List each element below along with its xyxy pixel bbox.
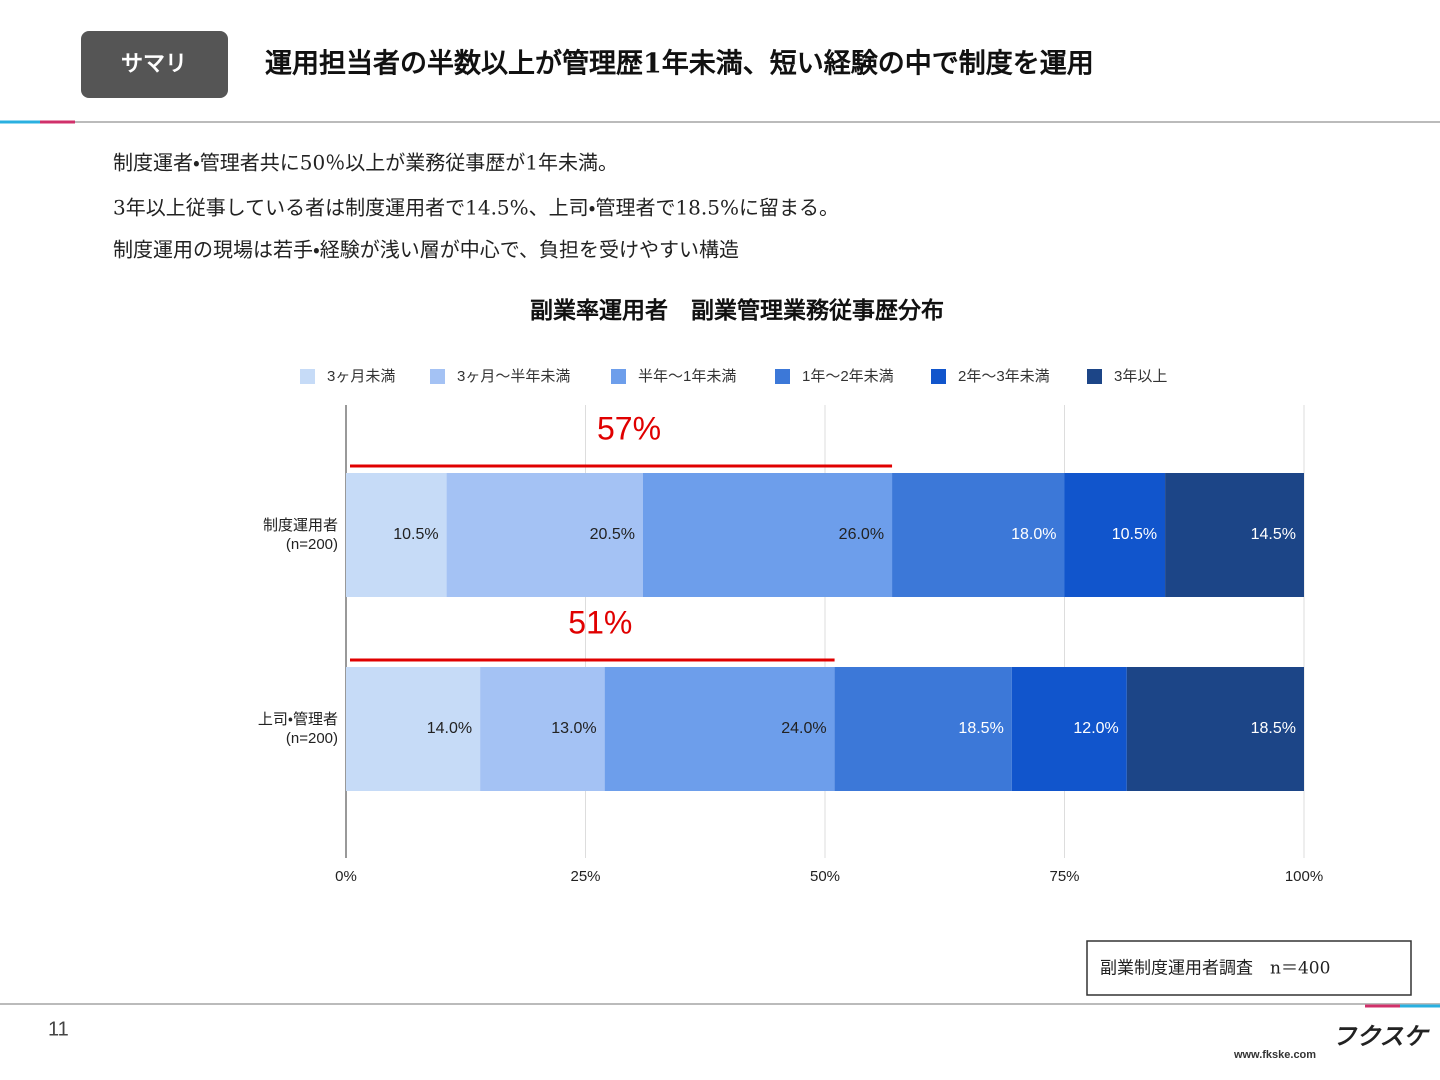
value-label: 18.5%: [958, 720, 1003, 737]
x-tick-label: 50%: [810, 868, 840, 885]
legend-swatch: [775, 369, 790, 384]
bar-segment: [1165, 473, 1304, 597]
legend-label: 半年〜1年未満: [638, 368, 736, 385]
legend-swatch: [1087, 369, 1102, 384]
tag-box: [81, 31, 228, 98]
category-label: 上司・管理者 (n=200): [257, 711, 338, 747]
legend-swatch: [931, 369, 946, 384]
value-label: 12.0%: [1073, 720, 1118, 737]
value-label: 13.0%: [551, 720, 596, 737]
bar-segment: [446, 473, 643, 597]
value-label: 10.5%: [1112, 526, 1157, 543]
bar-segment: [834, 667, 1012, 791]
value-label: 14.5%: [1251, 526, 1296, 543]
bar-segment: [642, 473, 893, 597]
annotation-label: 57%: [597, 410, 661, 446]
bar-segment: [480, 667, 605, 791]
summary-line: 3年以上従事している者は制度運用者で14.5%、上司・管理者で18.5%に留まる…: [113, 196, 839, 220]
legend-label: 3ヶ月未満: [327, 368, 395, 385]
bar-segment: [892, 473, 1065, 597]
legend-swatch: [300, 369, 315, 384]
bar-segment: [1126, 667, 1304, 791]
legend-swatch: [430, 369, 445, 384]
chart-title: 副業率運用者 副業管理業務従事歴分布: [530, 297, 944, 324]
legend-label: 2年〜3年未満: [958, 368, 1050, 385]
summary-line: 制度運者・管理者共に50％以上が業務従事歴が1年未満。: [113, 151, 618, 175]
legend-swatch: [611, 369, 626, 384]
category-label: 制度運用者 (n=200): [262, 517, 338, 553]
x-tick-label: 0%: [335, 868, 357, 885]
value-label: 26.0%: [839, 526, 884, 543]
source-note: 副業制度運用者調査 n＝400: [1100, 959, 1330, 979]
logo: フクスケ: [1332, 1023, 1430, 1050]
bar-segment: [346, 473, 447, 597]
logo-url: www.fkske.com: [1233, 1049, 1316, 1061]
value-label: 18.5%: [1251, 720, 1296, 737]
bar-segment: [1011, 667, 1127, 791]
page-number: 11: [48, 1018, 69, 1040]
value-label: 14.0%: [427, 720, 472, 737]
bar-segment: [1064, 473, 1166, 597]
x-tick-label: 100%: [1285, 868, 1323, 885]
slide-title: 運用担当者の半数以上が管理歴1年未満、短い経験の中で制度を運用: [265, 48, 1094, 80]
value-label: 10.5%: [393, 526, 438, 543]
value-label: 24.0%: [781, 720, 826, 737]
legend-label: 1年〜2年未満: [802, 368, 894, 385]
value-label: 20.5%: [590, 526, 635, 543]
source-box: [1086, 940, 1412, 996]
summary-line: 制度運用の現場は若手・経験が浅い層が中心で、負担を受けやすい構造: [113, 238, 739, 262]
x-tick-label: 25%: [570, 868, 600, 885]
x-tick-label: 75%: [1049, 868, 1079, 885]
bar-segment: [346, 667, 481, 791]
bar-segment: [604, 667, 835, 791]
tag-label: サマリ: [121, 51, 187, 77]
legend-label: 3年以上: [1114, 368, 1167, 385]
legend-label: 3ヶ月〜半年未満: [457, 368, 570, 385]
value-label: 18.0%: [1011, 526, 1056, 543]
annotation-label: 51%: [568, 604, 632, 640]
